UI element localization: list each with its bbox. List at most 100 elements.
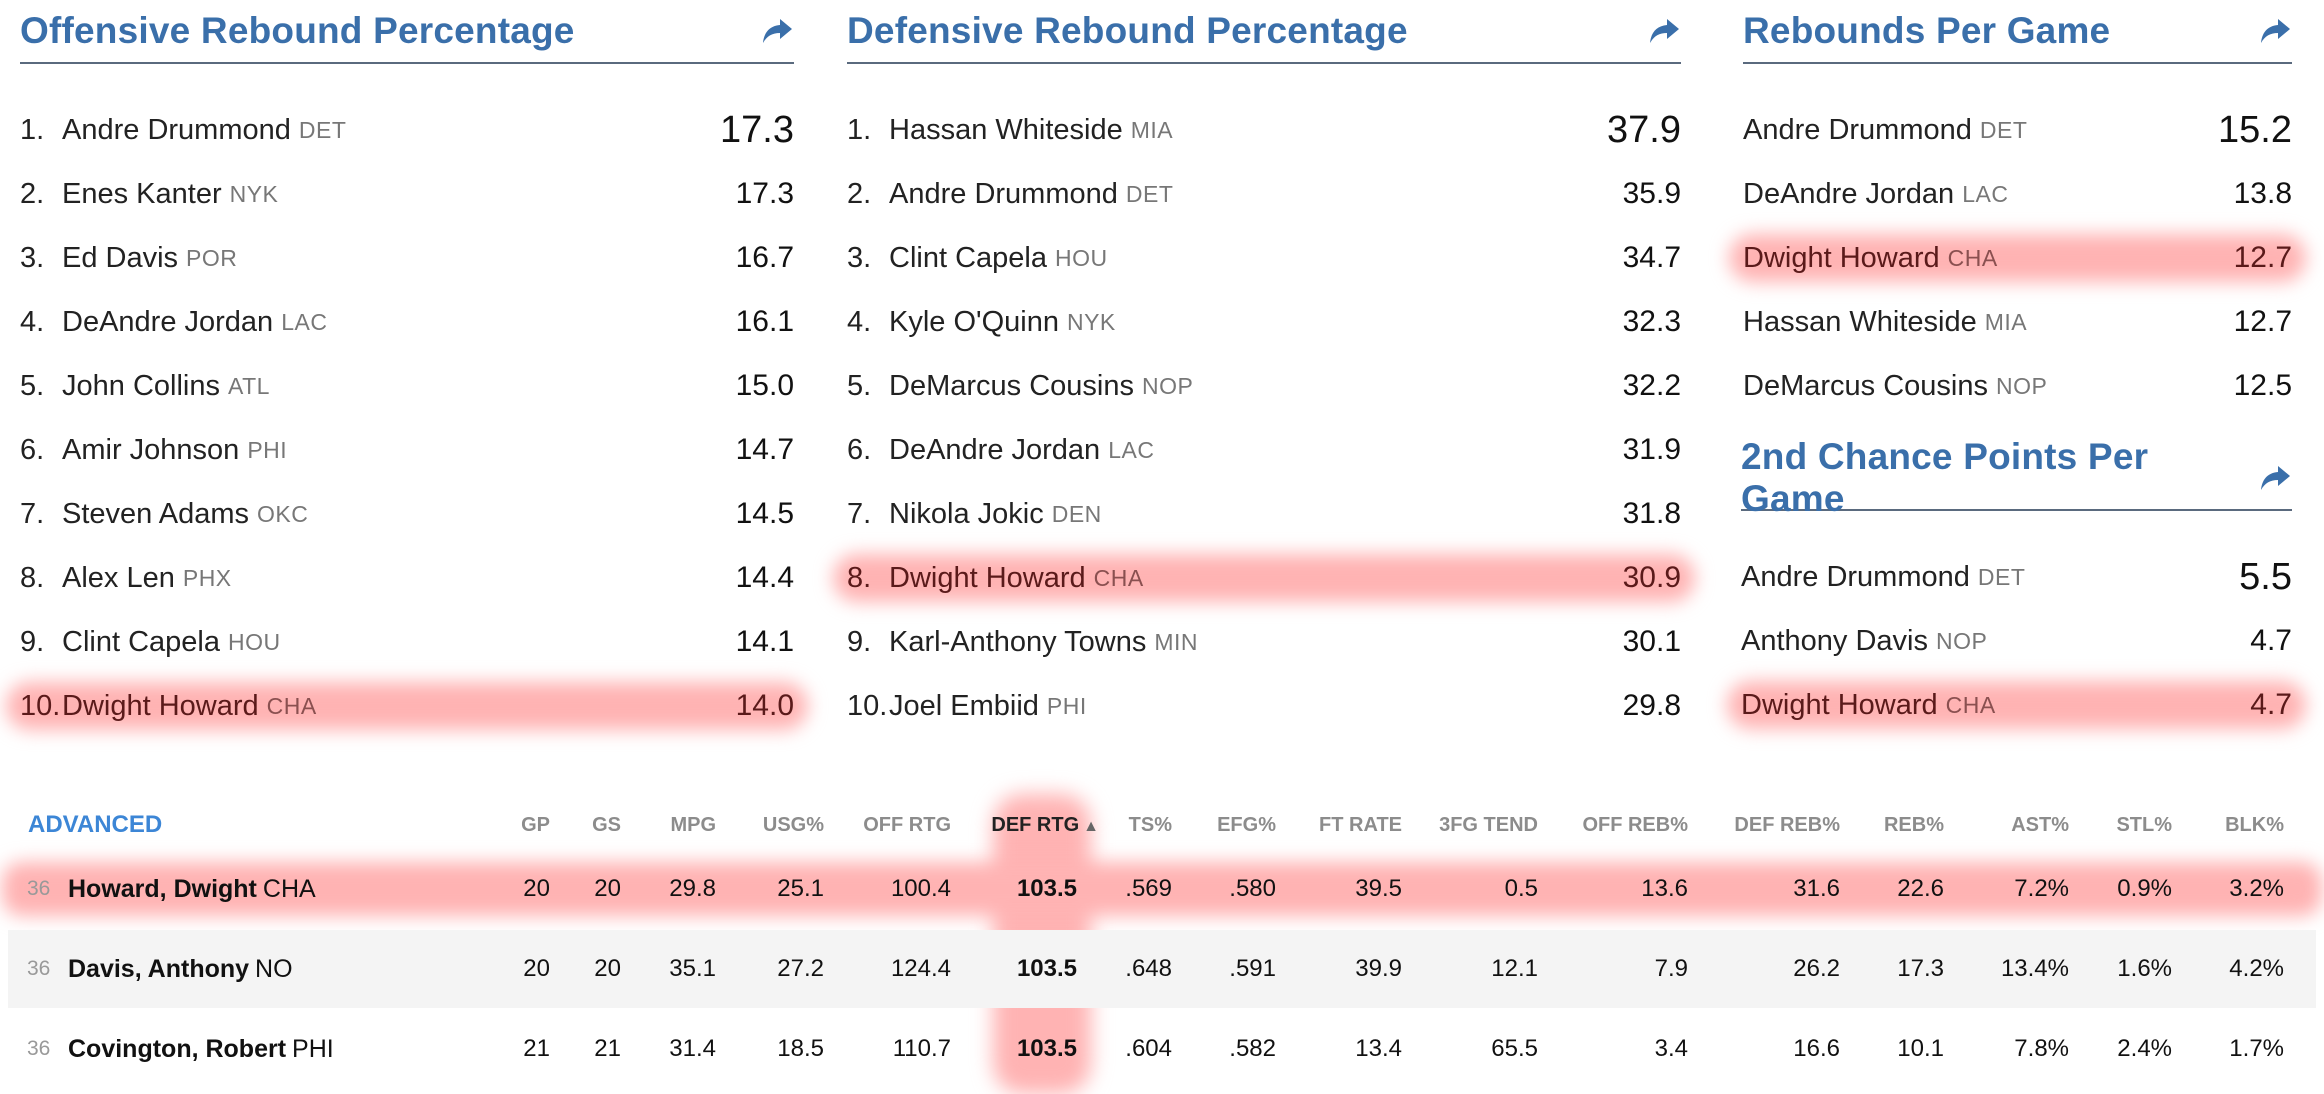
scp-panel-title: 2nd Chance Points Per Game xyxy=(1741,436,2149,519)
player-name[interactable]: Clint Capela xyxy=(62,625,220,658)
player-name[interactable]: DeAndre Jordan xyxy=(1743,177,1955,210)
column-header-ast[interactable]: AST% xyxy=(2011,814,2069,837)
leaderboard-row[interactable]: 2. Enes Kanter NYK 17.3 xyxy=(20,162,794,226)
column-header-stl[interactable]: STL% xyxy=(2116,814,2172,837)
player-name[interactable]: Dwight Howard xyxy=(889,561,1086,594)
player-name[interactable]: John Collins xyxy=(62,369,220,402)
leaderboard-row[interactable]: 4. DeAndre Jordan LAC 16.1 xyxy=(20,290,794,354)
player-name[interactable]: Hassan Whiteside xyxy=(889,113,1123,146)
table-row[interactable]: 36 Howard, Dwight CHA 20 20 29.8 25.1 100.4 103.… xyxy=(8,850,2316,928)
share-icon[interactable] xyxy=(1647,14,1681,48)
rank-number: 7. xyxy=(20,497,45,530)
stat-cell: .582 xyxy=(1229,1035,1276,1062)
table-row[interactable]: 36 Davis, Anthony NO 20 20 35.1 27.2 124.4 103.5… xyxy=(8,930,2316,1008)
column-header-ts[interactable]: TS% xyxy=(1129,814,1172,837)
player-name[interactable]: Dwight Howard xyxy=(1743,241,1940,274)
column-header-def-reb[interactable]: DEF REB% xyxy=(1734,814,1840,837)
player-name[interactable]: Andre Drummond xyxy=(1743,113,1972,146)
rank-number: 5. xyxy=(20,369,45,402)
leaderboard-row[interactable]: 3. Clint Capela HOU 34.7 xyxy=(847,226,1681,290)
share-icon[interactable] xyxy=(2258,461,2292,495)
column-header-gp[interactable]: GP xyxy=(521,814,550,837)
stat-cell: 18.5 xyxy=(777,1035,824,1062)
column-header-off-rtg[interactable]: OFF RTG xyxy=(863,814,951,837)
leaderboard-row[interactable]: DeAndre Jordan LAC 13.8 xyxy=(1743,162,2292,226)
player-name[interactable]: Dwight Howard xyxy=(1741,688,1938,721)
rank-number: 2. xyxy=(20,177,45,210)
rpg-panel: Rebounds Per Game Andre Drummond DET 15.2 D… xyxy=(1743,0,2292,402)
player-name[interactable]: DeMarcus Cousins xyxy=(1743,369,1988,402)
player-name[interactable]: Enes Kanter xyxy=(62,177,222,210)
player-name[interactable]: Karl-Anthony Towns xyxy=(889,625,1147,658)
column-header-usg[interactable]: USG% xyxy=(763,814,824,837)
team-abbr: NOP xyxy=(1936,627,1988,654)
rank-number: 3. xyxy=(847,241,872,274)
leaderboard-row[interactable]: 6. Amir Johnson PHI 14.7 xyxy=(20,418,794,482)
stat-value: 14.4 xyxy=(735,561,794,594)
column-header-reb[interactable]: REB% xyxy=(1884,814,1944,837)
leaderboard-row[interactable]: 2. Andre Drummond DET 35.9 xyxy=(847,162,1681,226)
player-name[interactable]: DeAndre Jordan xyxy=(62,305,274,338)
player-name[interactable]: Nikola Jokic xyxy=(889,497,1044,530)
leaderboard-row[interactable]: 9. Karl-Anthony Towns MIN 30.1 xyxy=(847,610,1681,674)
player-name[interactable]: Dwight Howard xyxy=(62,689,259,722)
leaderboard-row[interactable]: Andre Drummond DET 5.5 xyxy=(1741,545,2292,609)
column-header-off-reb[interactable]: OFF REB% xyxy=(1582,814,1688,837)
stat-value: 13.8 xyxy=(2233,177,2292,210)
column-header-3fg-tend[interactable]: 3FG TEND xyxy=(1439,814,1538,837)
leaderboard-row[interactable]: 10. Joel Embiid PHI 29.8 xyxy=(847,674,1681,738)
player-name[interactable]: Clint Capela xyxy=(889,241,1047,274)
leaderboard-row[interactable]: 10. Dwight Howard CHA 14.0 xyxy=(20,674,794,738)
leaderboard-row[interactable]: 7. Steven Adams OKC 14.5 xyxy=(20,482,794,546)
leaderboard-row[interactable]: Andre Drummond DET 15.2 xyxy=(1743,98,2292,162)
leaderboard-row[interactable]: 1. Hassan Whiteside MIA 37.9 xyxy=(847,98,1681,162)
share-icon[interactable] xyxy=(760,14,794,48)
leaderboard-row[interactable]: Dwight Howard CHA 4.7 xyxy=(1741,673,2292,737)
leaderboard-row[interactable]: 6. DeAndre Jordan LAC 31.9 xyxy=(847,418,1681,482)
team-abbr: PHI xyxy=(292,1035,334,1063)
leaderboard-row[interactable]: 4. Kyle O'Quinn NYK 32.3 xyxy=(847,290,1681,354)
player-name[interactable]: Andre Drummond xyxy=(889,177,1118,210)
player-cell[interactable]: Davis, Anthony NO xyxy=(68,955,293,984)
column-header-blk[interactable]: BLK% xyxy=(2225,814,2284,837)
advanced-table-title[interactable]: ADVANCED xyxy=(28,811,163,838)
column-header-efg[interactable]: EFG% xyxy=(1217,814,1276,837)
player-name[interactable]: Anthony Davis xyxy=(1741,624,1928,657)
player-name[interactable]: Amir Johnson xyxy=(62,433,240,466)
leaderboard-row[interactable]: 7. Nikola Jokic DEN 31.8 xyxy=(847,482,1681,546)
column-header-gs[interactable]: GS xyxy=(592,814,621,837)
leaderboard-row[interactable]: DeMarcus Cousins NOP 12.5 xyxy=(1743,354,2292,418)
player-name[interactable]: Steven Adams xyxy=(62,497,249,530)
player-name[interactable]: Kyle O'Quinn xyxy=(889,305,1059,338)
player-name[interactable]: Ed Davis xyxy=(62,241,179,274)
player-name[interactable]: DeMarcus Cousins xyxy=(889,369,1134,402)
leaderboard-row[interactable]: 8. Alex Len PHX 14.4 xyxy=(20,546,794,610)
leaderboard-row[interactable]: 9. Clint Capela HOU 14.1 xyxy=(20,610,794,674)
leaderboard-row[interactable]: Hassan Whiteside MIA 12.7 xyxy=(1743,290,2292,354)
leaderboard-row[interactable]: Dwight Howard CHA 12.7 xyxy=(1743,226,2292,290)
rank-number: 3. xyxy=(20,241,45,274)
leaderboard-row[interactable]: 5. DeMarcus Cousins NOP 32.2 xyxy=(847,354,1681,418)
column-header-def-rtg[interactable]: DEF RTG ▲ xyxy=(991,814,1099,837)
leaderboard-row[interactable]: Anthony Davis NOP 4.7 xyxy=(1741,609,2292,673)
player-name[interactable]: Andre Drummond xyxy=(1741,560,1970,593)
column-header-mpg[interactable]: MPG xyxy=(670,814,716,837)
player-name[interactable]: Andre Drummond xyxy=(62,113,291,146)
stat-cell: 13.4% xyxy=(2000,955,2069,982)
column-header-ft-rate[interactable]: FT RATE xyxy=(1319,814,1402,837)
leaderboard-row[interactable]: 5. John Collins ATL 15.0 xyxy=(20,354,794,418)
player-name[interactable]: Alex Len xyxy=(62,561,175,594)
player-name[interactable]: Davis, Anthony xyxy=(68,955,250,983)
player-name[interactable]: Howard, Dwight xyxy=(68,875,257,903)
table-row[interactable]: 36 Covington, Robert PHI 21 21 31.4 18.5 110.7 1… xyxy=(8,1010,2316,1088)
player-cell[interactable]: Covington, Robert PHI xyxy=(68,1035,334,1064)
player-name[interactable]: Hassan Whiteside xyxy=(1743,305,1977,338)
leaderboard-row[interactable]: 8. Dwight Howard CHA 30.9 xyxy=(847,546,1681,610)
leaderboard-row[interactable]: 3. Ed Davis POR 16.7 xyxy=(20,226,794,290)
player-name[interactable]: DeAndre Jordan xyxy=(889,433,1101,466)
player-name[interactable]: Covington, Robert xyxy=(68,1035,287,1063)
share-icon[interactable] xyxy=(2258,14,2292,48)
player-cell[interactable]: Howard, Dwight CHA xyxy=(68,875,316,904)
player-name[interactable]: Joel Embiid xyxy=(889,689,1039,722)
leaderboard-row[interactable]: 1. Andre Drummond DET 17.3 xyxy=(20,98,794,162)
